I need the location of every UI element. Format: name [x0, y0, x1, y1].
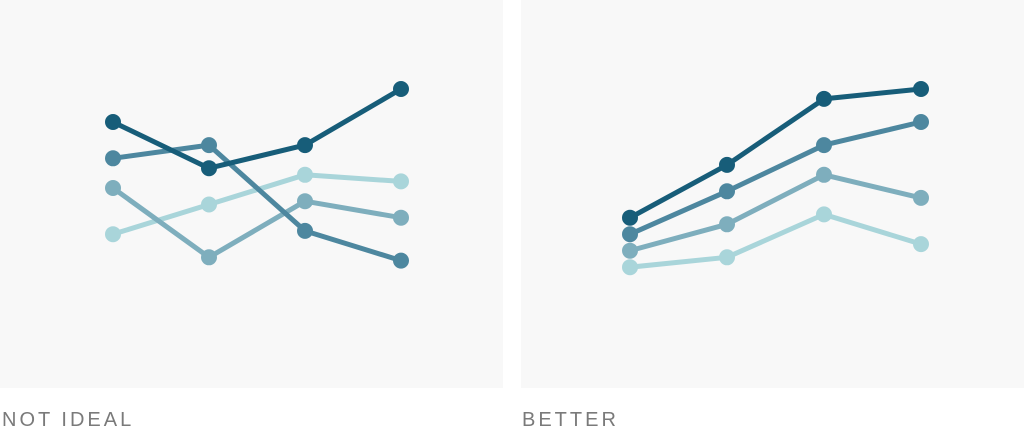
data-point-right-s4-p4 [913, 236, 929, 253]
data-point-left-s4-p1 [105, 226, 121, 243]
data-point-right-s1-p2 [719, 156, 735, 173]
series-line-left-1 [110, 86, 404, 171]
data-point-left-s2-p4 [393, 252, 409, 269]
data-point-left-s2-p2 [201, 137, 217, 154]
series-line-left-2 [110, 142, 404, 264]
data-point-left-s2-p3 [297, 222, 313, 239]
data-point-right-s2-p1 [622, 226, 638, 243]
data-point-left-s4-p3 [297, 166, 313, 183]
data-point-left-s4-p4 [393, 173, 409, 190]
data-point-left-s1-p4 [393, 81, 409, 97]
caption-not-ideal: NOT IDEAL [2, 409, 135, 431]
data-point-left-s1-p2 [201, 160, 217, 177]
data-point-right-s4-p2 [719, 249, 735, 266]
data-point-left-s3-p2 [201, 249, 217, 266]
data-point-left-s3-p1 [105, 180, 121, 196]
data-point-right-s3-p2 [719, 216, 735, 233]
data-point-left-s3-p4 [393, 209, 409, 226]
chart-panel-right [521, 0, 1024, 388]
series-line-right-3 [627, 172, 924, 254]
chart-left [105, 81, 409, 269]
series-line-right-1 [627, 86, 924, 221]
data-point-left-s4-p2 [201, 196, 217, 213]
caption-better: BETTER [522, 409, 619, 431]
data-point-right-s3-p3 [816, 166, 832, 183]
data-point-right-s1-p3 [816, 90, 832, 107]
chart-panel-left [0, 0, 503, 388]
series-line-left-4 [110, 172, 404, 237]
data-point-right-s1-p1 [622, 209, 638, 226]
data-point-right-s2-p4 [913, 114, 929, 130]
data-point-right-s2-p2 [719, 183, 735, 200]
data-point-left-s3-p3 [297, 193, 313, 210]
data-point-left-s2-p1 [105, 150, 121, 167]
data-point-left-s1-p3 [297, 137, 313, 154]
series-line-left-3 [110, 185, 404, 260]
data-point-right-s2-p3 [816, 137, 832, 154]
data-point-right-s3-p4 [913, 189, 929, 206]
data-point-left-s1-p1 [105, 114, 121, 130]
data-point-right-s4-p1 [622, 259, 638, 276]
data-point-right-s3-p1 [622, 242, 638, 259]
data-point-right-s1-p4 [913, 81, 929, 97]
chart-right [622, 81, 929, 276]
series-line-right-2 [627, 119, 924, 237]
series-line-right-4 [627, 211, 924, 270]
data-point-right-s4-p3 [816, 206, 832, 223]
